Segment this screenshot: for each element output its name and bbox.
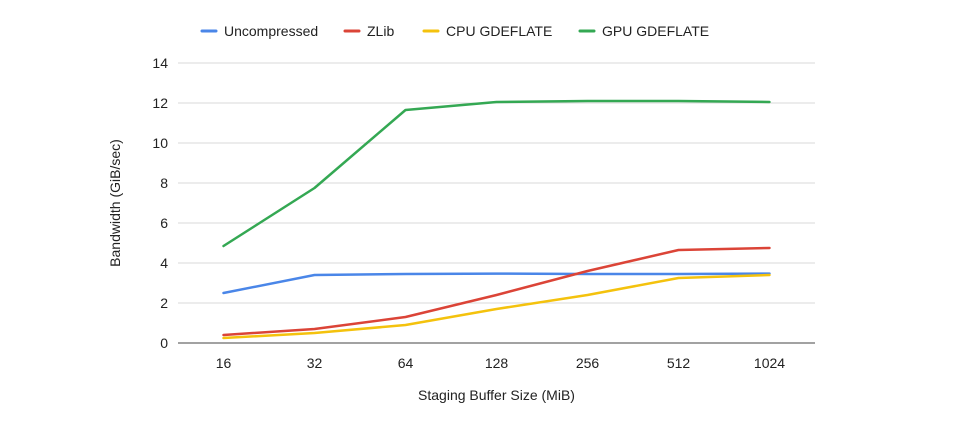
y-tick-label: 4 (160, 255, 168, 271)
y-axis-title: Bandwidth (GiB/sec) (107, 139, 123, 267)
legend-label: CPU GDEFLATE (446, 23, 552, 39)
series-lines (222, 99, 771, 340)
x-tick-label: 16 (216, 355, 232, 371)
legend-label: ZLib (367, 23, 394, 39)
y-tick-label: 2 (160, 295, 168, 311)
series-line-gpu-gdeflate (222, 99, 771, 248)
x-tick-label: 1024 (754, 355, 785, 371)
x-axis-ticks: 16 32 64 128 256 512 1024 (216, 355, 786, 371)
legend-label: GPU GDEFLATE (602, 23, 709, 39)
y-tick-label: 10 (152, 135, 168, 151)
y-axis-ticks: 0 2 4 6 8 10 12 14 (152, 55, 168, 351)
x-axis-title: Staging Buffer Size (MiB) (418, 387, 575, 403)
x-tick-label: 32 (307, 355, 323, 371)
x-tick-label: 64 (398, 355, 414, 371)
x-tick-label: 128 (485, 355, 509, 371)
series-line-cpu-gdeflate (222, 273, 771, 340)
y-tick-label: 8 (160, 175, 168, 191)
gridlines (178, 62, 815, 304)
x-tick-label: 512 (667, 355, 691, 371)
x-tick-label: 256 (576, 355, 600, 371)
legend: Uncompressed ZLib CPU GDEFLATE GPU GDEFLATE (200, 23, 709, 39)
y-tick-label: 12 (152, 95, 168, 111)
legend-label: Uncompressed (224, 23, 318, 39)
y-tick-label: 14 (152, 55, 168, 71)
series-line-zlib (222, 246, 771, 337)
series-line-uncompressed (222, 272, 771, 295)
y-tick-label: 0 (160, 335, 168, 351)
y-tick-label: 6 (160, 215, 168, 231)
